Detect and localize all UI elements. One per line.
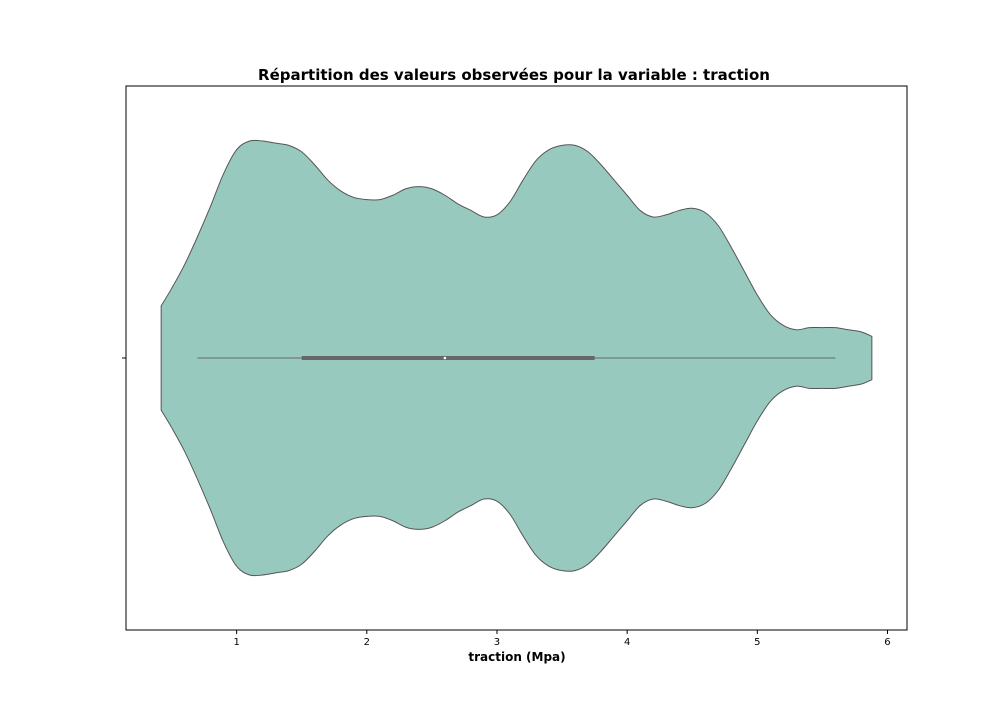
x-axis: 1 2 3 4 5 6 <box>233 630 891 648</box>
x-tick-label: 3 <box>494 637 500 648</box>
plot-area <box>160 139 873 577</box>
x-tick-label: 4 <box>624 637 630 648</box>
x-tick-label: 2 <box>364 637 370 648</box>
x-axis-label: traction (Mpa) <box>468 650 565 664</box>
x-tick-label: 1 <box>233 637 239 648</box>
x-tick-label: 5 <box>754 637 760 648</box>
x-tick-label: 6 <box>884 637 890 648</box>
median-marker <box>443 356 447 360</box>
chart-title: Répartition des valeurs observées pour l… <box>258 66 770 84</box>
